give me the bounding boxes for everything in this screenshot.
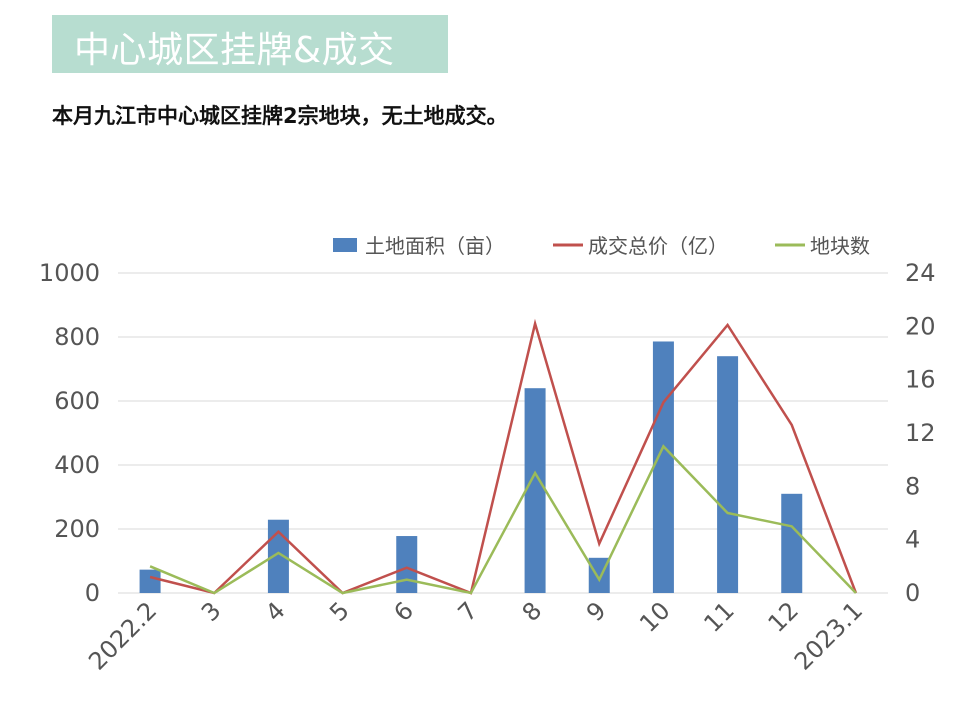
bar-land-area xyxy=(717,356,739,593)
grid-lines xyxy=(118,272,888,594)
line-plot-count xyxy=(149,444,857,595)
bar-land-area xyxy=(781,493,803,593)
legend-label-price: 成交总价（亿） xyxy=(588,234,728,258)
x-tick-label: 9 xyxy=(581,596,612,627)
x-tick-label: 3 xyxy=(196,596,227,627)
x-tick-label: 11 xyxy=(698,596,739,637)
legend-label-area: 土地面积（亩） xyxy=(365,234,505,258)
y-left-tick-label: 600 xyxy=(54,387,100,415)
x-tick-label: 2022.2 xyxy=(83,596,162,675)
y-left-tick-label: 1000 xyxy=(39,259,100,287)
bar-land-area xyxy=(652,341,674,593)
bar-series xyxy=(139,341,803,593)
x-tick-label: 4 xyxy=(260,596,291,627)
axis-labels: 0 200 400 600 800 1000 0 4 8 12 16 20 24 2022.2 3 4 5 6 7 8… xyxy=(39,259,936,676)
x-tick-label: 2023.1 xyxy=(789,596,868,675)
x-tick-label: 7 xyxy=(453,596,484,627)
legend-swatch-area xyxy=(333,238,357,252)
x-tick-label: 8 xyxy=(517,596,548,627)
y-right-tick-label: 4 xyxy=(905,526,920,554)
chart-legend: 土地面积（亩） 成交总价（亿） 地块数 xyxy=(333,234,870,258)
x-tick-label: 5 xyxy=(324,596,355,627)
y-left-tick-label: 200 xyxy=(54,515,100,543)
bar-land-area xyxy=(524,388,546,593)
bar-land-area xyxy=(396,536,418,593)
y-right-tick-label: 0 xyxy=(905,579,920,607)
x-tick-label: 12 xyxy=(763,596,804,637)
y-right-tick-label: 12 xyxy=(905,419,936,447)
line-series xyxy=(149,318,858,595)
section-title-banner: 中心城区挂牌&成交 xyxy=(52,15,448,73)
y-right-tick-label: 20 xyxy=(905,312,936,340)
y-right-tick-label: 8 xyxy=(905,472,920,500)
y-left-tick-label: 800 xyxy=(54,323,100,351)
summary-text: 本月九江市中心城区挂牌2宗地块，无土地成交。 xyxy=(52,104,508,128)
y-right-tick-label: 24 xyxy=(905,259,936,287)
line-total-price xyxy=(149,318,858,595)
section-title: 中心城区挂牌&成交 xyxy=(74,30,395,71)
y-right-tick-label: 16 xyxy=(905,366,936,394)
y-left-tick-label: 0 xyxy=(85,579,100,607)
bar-land-area xyxy=(139,569,161,593)
y-left-tick-label: 400 xyxy=(54,451,100,479)
legend-label-count: 地块数 xyxy=(810,234,870,258)
x-tick-label: 10 xyxy=(634,596,675,637)
x-tick-label: 6 xyxy=(388,596,419,627)
